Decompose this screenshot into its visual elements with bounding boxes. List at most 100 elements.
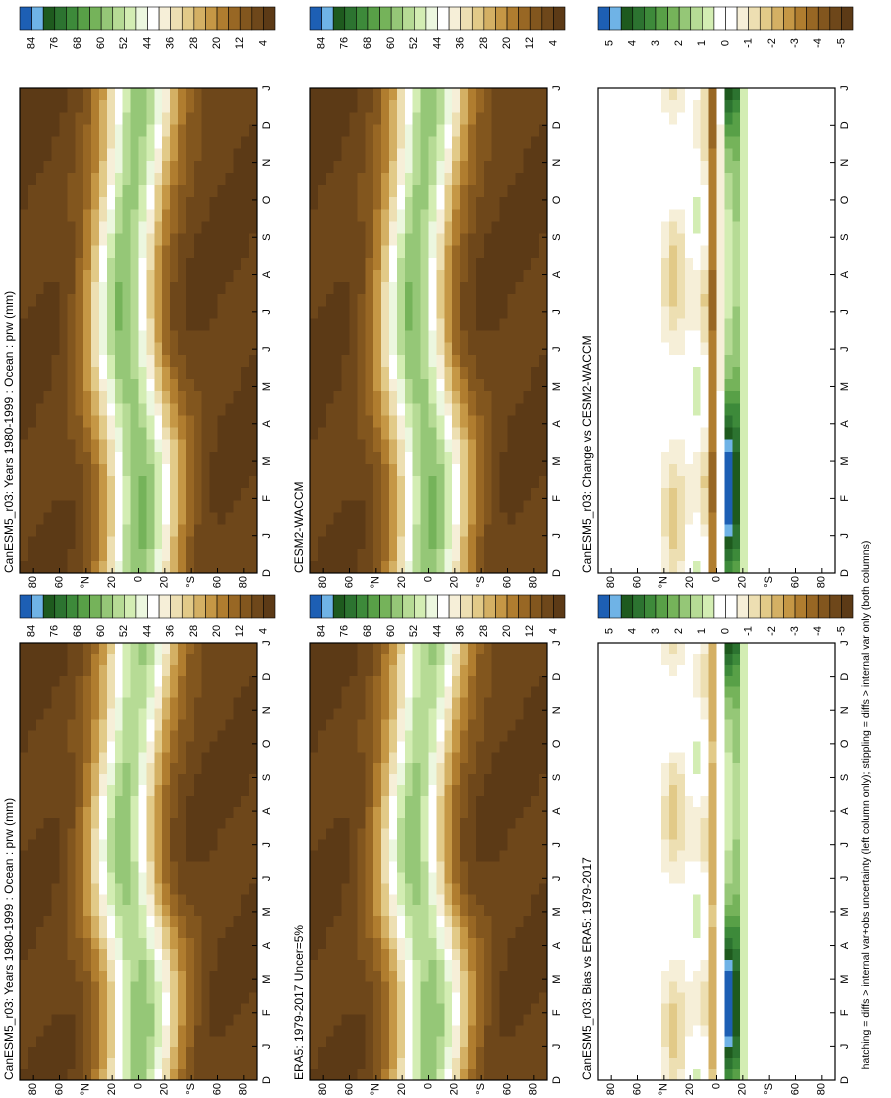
- field-cell: [452, 948, 461, 960]
- field-cell: [523, 915, 532, 928]
- colorbar-swatch: [77, 594, 90, 619]
- field-cell: [428, 148, 437, 161]
- field-cell: [444, 915, 453, 928]
- field-cell: [365, 707, 374, 720]
- field-cell: [460, 281, 469, 295]
- field-cell: [217, 991, 226, 1004]
- field-cell: [436, 536, 445, 549]
- field-cell: [99, 740, 108, 753]
- field-cell: [404, 160, 414, 173]
- field-cell: [185, 959, 195, 971]
- field-cell: [341, 1046, 351, 1059]
- field-cell: [452, 135, 461, 149]
- field-cell: [106, 305, 116, 319]
- field-cell: [20, 904, 29, 917]
- field-cell: [162, 402, 171, 416]
- field-cell: [317, 426, 327, 440]
- field-cell: [420, 475, 430, 489]
- field-cell: [217, 220, 226, 234]
- field-cell: [83, 317, 92, 331]
- field-cell: [35, 828, 45, 840]
- field-cell: [389, 232, 398, 246]
- field-cell: [333, 718, 343, 731]
- field-cell: [317, 245, 327, 258]
- field-cell: [428, 402, 437, 416]
- field-cell: [170, 1046, 179, 1059]
- field-cell: [310, 740, 319, 753]
- field-cell: [444, 475, 453, 489]
- field-cell: [317, 293, 327, 307]
- field-cell: [154, 172, 163, 185]
- field-cell: [357, 893, 366, 906]
- field-cell: [154, 499, 163, 513]
- field-cell: [130, 536, 140, 549]
- field-cell: [389, 762, 398, 775]
- field-cell: [138, 871, 147, 884]
- field-cell: [146, 378, 155, 392]
- field-cell: [349, 1046, 358, 1059]
- field-cell: [396, 402, 406, 416]
- field-cell: [460, 354, 469, 367]
- field-cell: [35, 773, 45, 786]
- field-cell: [523, 208, 532, 222]
- field-cell: [523, 245, 532, 258]
- field-cell: [365, 451, 374, 464]
- field-cell: [444, 548, 453, 561]
- field-cell: [373, 860, 382, 873]
- field-cell: [452, 426, 461, 440]
- field-cell: [170, 208, 179, 222]
- field-cell: [43, 707, 53, 720]
- field-cell: [333, 1002, 343, 1015]
- field-cell: [185, 1068, 195, 1080]
- field-cell: [357, 366, 366, 379]
- field-cell: [325, 806, 335, 818]
- field-cell: [106, 548, 116, 561]
- field-cell: [75, 269, 84, 282]
- field-cell: [51, 160, 61, 173]
- field-cell: [193, 762, 203, 775]
- field-cell: [404, 697, 414, 709]
- field-cell: [436, 1046, 445, 1059]
- field-cell: [325, 499, 335, 513]
- field-cell: [436, 937, 445, 949]
- field-cell: [225, 329, 234, 343]
- field-cell: [317, 740, 327, 753]
- field-cell: [412, 99, 422, 113]
- field-cell: [193, 305, 203, 319]
- field-cell: [209, 1013, 219, 1026]
- field-cell: [162, 1068, 171, 1080]
- field-cell: [460, 959, 469, 971]
- field-cell: [444, 536, 453, 549]
- field-cell: [51, 439, 61, 452]
- field-cell: [310, 1046, 319, 1059]
- field-cell: [317, 536, 327, 549]
- field-cell: [483, 511, 493, 525]
- field-cell: [483, 148, 493, 161]
- field-cell: [531, 926, 540, 938]
- field-cell: [27, 378, 37, 392]
- field-cell: [185, 220, 195, 234]
- field-cell: [452, 305, 461, 319]
- field-cell: [217, 499, 226, 513]
- field-cell: [444, 817, 453, 829]
- field-cell: [523, 463, 532, 476]
- field-cell: [325, 257, 335, 270]
- field-cell: [468, 196, 477, 210]
- field-cell: [130, 305, 140, 319]
- colorbar-label: 76: [49, 625, 61, 637]
- field-cell: [185, 208, 195, 222]
- field-cell: [106, 329, 116, 343]
- field-cell: [357, 487, 366, 501]
- field-cell: [43, 697, 53, 709]
- field-cell: [452, 463, 461, 476]
- field-cell: [468, 269, 477, 282]
- field-cell: [99, 707, 108, 720]
- field-cell: [475, 773, 485, 786]
- x-tick-label: F: [261, 495, 273, 502]
- field-cell: [225, 87, 234, 101]
- field-cell: [389, 926, 398, 938]
- field-cell: [75, 439, 84, 452]
- field-cell: [43, 773, 53, 786]
- field-cell: [249, 795, 258, 807]
- field-cell: [99, 806, 108, 818]
